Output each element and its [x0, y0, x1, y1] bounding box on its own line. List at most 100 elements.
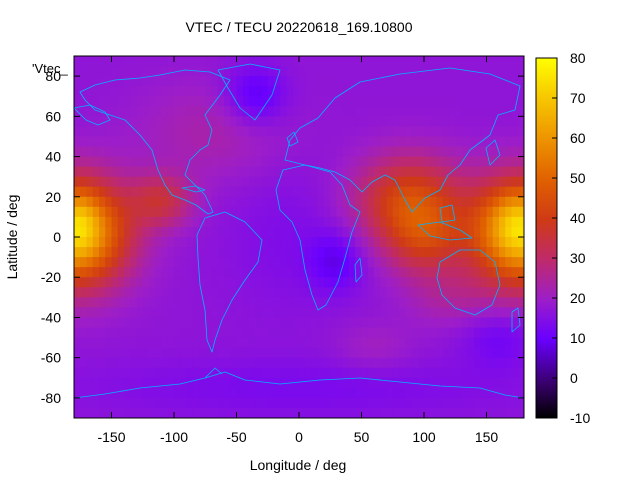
heatmap-cell: [467, 357, 475, 369]
heatmap-cell: [286, 247, 294, 258]
heatmap-cell: [292, 156, 300, 168]
heatmap-cell: [255, 367, 263, 379]
heatmap-cell: [192, 56, 200, 67]
heatmap-cell: [342, 136, 350, 148]
heatmap-cell: [374, 86, 381, 97]
heatmap-cell: [349, 247, 356, 258]
colorbar-tick-label: 60: [570, 130, 586, 146]
heatmap-cell: [367, 126, 375, 138]
heatmap-cell: [249, 106, 256, 117]
heatmap-cell: [274, 76, 281, 87]
heatmap-cell: [405, 407, 413, 418]
heatmap-cell: [305, 206, 313, 218]
heatmap-cell: [111, 206, 119, 218]
heatmap-cell: [92, 407, 100, 418]
heatmap-cell: [249, 56, 256, 67]
coastline-caribbean: [181, 185, 206, 193]
heatmap-cell: [167, 86, 175, 97]
heatmap-cell: [174, 267, 181, 278]
heatmap-cell: [86, 156, 94, 168]
heatmap-cell: [205, 106, 213, 117]
heatmap-cell: [511, 347, 519, 359]
heatmap-cell: [436, 337, 444, 349]
heatmap-cell: [274, 257, 281, 268]
heatmap-cell: [424, 277, 431, 288]
heatmap-cell: [124, 297, 131, 308]
heatmap-cell: [367, 86, 375, 97]
heatmap-cell: [355, 66, 363, 77]
heatmap-cell: [499, 297, 506, 308]
heatmap-cell: [505, 136, 513, 148]
heatmap-cell: [380, 257, 388, 268]
heatmap-cell: [480, 146, 488, 158]
heatmap-cell: [411, 226, 419, 238]
heatmap-cell: [255, 257, 263, 268]
heatmap-cell: [74, 357, 81, 369]
heatmap-cell: [505, 307, 513, 319]
heatmap-cell: [311, 86, 319, 97]
heatmap-cell: [267, 257, 275, 268]
heatmap-cell: [92, 156, 100, 168]
heatmap-cell: [136, 407, 144, 418]
heatmap-cell: [311, 397, 319, 409]
heatmap-cell: [236, 277, 244, 288]
heatmap-cell: [92, 106, 100, 117]
heatmap-cell: [242, 146, 250, 158]
heatmap-cell: [374, 397, 381, 409]
heatmap-cell: [111, 247, 119, 258]
heatmap-cell: [424, 116, 431, 127]
heatmap-cell: [280, 146, 288, 158]
heatmap-cell: [449, 136, 456, 148]
heatmap-cell: [111, 347, 119, 359]
heatmap-cell: [149, 86, 156, 97]
heatmap-cell: [305, 136, 313, 148]
heatmap-cell: [349, 387, 356, 399]
heatmap-cell: [155, 186, 163, 198]
heatmap-cell: [399, 86, 406, 97]
heatmap-cell: [267, 407, 275, 418]
heatmap-cell: [99, 216, 106, 228]
heatmap-cell: [399, 126, 406, 138]
heatmap-cell: [280, 407, 288, 418]
heatmap-cell: [280, 377, 288, 389]
x-axis: -150 -100 -50 0 50 100 150: [97, 56, 498, 445]
heatmap-cell: [299, 186, 306, 198]
heatmap-cell: [124, 186, 131, 198]
heatmap-cell: [124, 257, 131, 268]
heatmap-cell: [374, 337, 381, 349]
heatmap-cell: [117, 216, 125, 228]
heatmap-cell: [336, 277, 344, 288]
heatmap-cell: [305, 237, 313, 248]
heatmap-cell: [336, 96, 344, 107]
heatmap-cell: [305, 176, 313, 188]
heatmap-cell: [361, 176, 369, 188]
y-tick-label: -80: [41, 390, 61, 406]
heatmap-cell: [392, 407, 400, 418]
heatmap-cell: [261, 237, 269, 248]
heatmap-cell: [199, 317, 206, 329]
heatmap-cell: [411, 327, 419, 339]
heatmap-cell: [180, 267, 188, 278]
heatmap-cell: [342, 257, 350, 268]
heatmap-cell: [230, 337, 238, 349]
heatmap-cell: [274, 287, 281, 298]
heatmap-cell: [330, 257, 338, 268]
heatmap-cell: [467, 397, 475, 409]
heatmap-cell: [292, 357, 300, 369]
heatmap-cell: [255, 176, 263, 188]
heatmap-cell: [380, 106, 388, 117]
heatmap-cell: [142, 267, 150, 278]
heatmap-cell: [111, 237, 119, 248]
heatmap-cell: [436, 277, 444, 288]
heatmap-cell: [230, 287, 238, 298]
heatmap-cell: [480, 367, 488, 379]
heatmap-cell: [374, 66, 381, 77]
heatmap-cell: [449, 267, 456, 278]
heatmap-cell: [436, 66, 444, 77]
heatmap-cell: [455, 106, 463, 117]
heatmap-cell: [480, 86, 488, 97]
heatmap-cell: [149, 317, 156, 329]
heatmap-cell: [480, 337, 488, 349]
heatmap-cell: [411, 56, 419, 67]
heatmap-cell: [267, 146, 275, 158]
